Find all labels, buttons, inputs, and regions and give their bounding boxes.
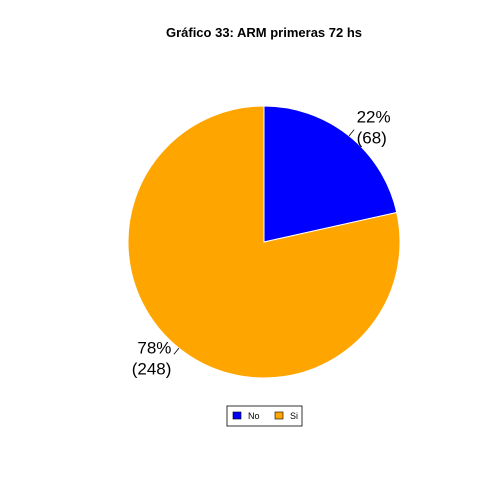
slice-labels: 22% (68) 78% (248) xyxy=(132,108,391,379)
count-label-no: (68) xyxy=(357,129,387,148)
legend-label-si: Si xyxy=(290,411,298,421)
chart-title: Gráfico 33: ARM primeras 72 hs xyxy=(166,25,362,40)
legend-swatch-no xyxy=(232,411,242,420)
pie-slice-no xyxy=(263,105,398,243)
legend-box xyxy=(226,405,303,427)
legend: No Si xyxy=(226,405,303,427)
count-label-si: (248) xyxy=(132,359,172,378)
percent-label-no: 22% xyxy=(357,108,391,127)
label-tick-si xyxy=(173,347,180,355)
pie-slices xyxy=(127,105,401,379)
label-tick-no xyxy=(348,129,355,137)
legend-swatch-si xyxy=(274,411,284,420)
legend-label-no: No xyxy=(248,411,260,421)
percent-label-si: 78% xyxy=(137,338,171,357)
